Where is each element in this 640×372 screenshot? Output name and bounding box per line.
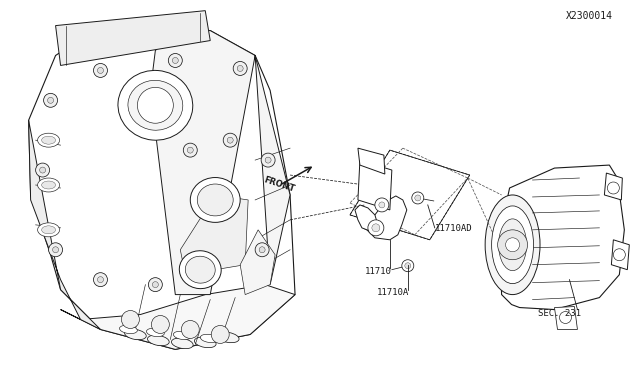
Ellipse shape <box>128 80 183 130</box>
Polygon shape <box>29 120 100 330</box>
Circle shape <box>52 247 59 253</box>
Circle shape <box>379 202 385 208</box>
Circle shape <box>261 153 275 167</box>
Ellipse shape <box>38 133 60 147</box>
Circle shape <box>405 263 411 269</box>
Circle shape <box>255 243 269 257</box>
Circle shape <box>122 311 140 328</box>
Circle shape <box>36 163 49 177</box>
Ellipse shape <box>118 70 193 140</box>
Ellipse shape <box>485 195 540 295</box>
Circle shape <box>211 326 229 343</box>
Circle shape <box>259 247 265 253</box>
Polygon shape <box>500 165 625 310</box>
Circle shape <box>415 195 420 201</box>
Circle shape <box>368 220 384 236</box>
Ellipse shape <box>200 334 218 343</box>
Text: 11710A: 11710A <box>377 288 409 296</box>
Ellipse shape <box>190 177 240 222</box>
Circle shape <box>237 65 243 71</box>
Ellipse shape <box>147 328 164 337</box>
Circle shape <box>402 260 414 272</box>
Circle shape <box>613 249 625 261</box>
Ellipse shape <box>186 256 215 283</box>
Ellipse shape <box>120 326 138 334</box>
Circle shape <box>97 67 104 73</box>
Text: X2300014: X2300014 <box>566 11 613 20</box>
Ellipse shape <box>499 219 527 271</box>
Circle shape <box>47 97 54 103</box>
Ellipse shape <box>195 337 216 348</box>
Circle shape <box>227 137 233 143</box>
Text: FRONT: FRONT <box>263 176 296 194</box>
Polygon shape <box>611 240 629 270</box>
Ellipse shape <box>125 329 147 340</box>
Circle shape <box>172 58 179 64</box>
Circle shape <box>412 192 424 204</box>
Circle shape <box>498 230 527 260</box>
Circle shape <box>40 167 45 173</box>
Circle shape <box>607 182 620 194</box>
Polygon shape <box>358 160 392 210</box>
Text: SEC. 231: SEC. 231 <box>538 308 581 318</box>
Circle shape <box>148 278 163 292</box>
Text: 11710AD: 11710AD <box>435 224 472 233</box>
Ellipse shape <box>38 223 60 237</box>
Circle shape <box>265 157 271 163</box>
Circle shape <box>168 54 182 67</box>
Ellipse shape <box>173 331 191 340</box>
Circle shape <box>183 143 197 157</box>
Polygon shape <box>554 307 577 330</box>
Ellipse shape <box>42 181 56 189</box>
Ellipse shape <box>42 226 56 234</box>
Circle shape <box>44 93 58 107</box>
Circle shape <box>375 198 389 212</box>
Circle shape <box>152 315 170 333</box>
Ellipse shape <box>218 332 239 343</box>
Circle shape <box>559 311 572 324</box>
Polygon shape <box>604 173 622 200</box>
Polygon shape <box>180 195 248 275</box>
Polygon shape <box>61 285 295 349</box>
Text: 11710: 11710 <box>364 267 391 276</box>
Circle shape <box>49 243 63 257</box>
Circle shape <box>506 238 520 252</box>
Circle shape <box>93 64 108 77</box>
Circle shape <box>233 61 247 76</box>
Ellipse shape <box>42 136 56 144</box>
Circle shape <box>223 133 237 147</box>
Polygon shape <box>358 148 385 174</box>
Circle shape <box>188 147 193 153</box>
Polygon shape <box>355 205 378 232</box>
Circle shape <box>93 273 108 286</box>
Circle shape <box>181 321 199 339</box>
Polygon shape <box>29 26 295 349</box>
Ellipse shape <box>179 251 221 289</box>
Ellipse shape <box>197 184 233 216</box>
Ellipse shape <box>38 178 60 192</box>
Polygon shape <box>240 230 275 295</box>
Circle shape <box>138 87 173 123</box>
Ellipse shape <box>147 335 169 346</box>
Polygon shape <box>56 11 210 65</box>
Circle shape <box>152 282 158 288</box>
Ellipse shape <box>172 338 193 349</box>
Circle shape <box>372 224 380 232</box>
Polygon shape <box>150 31 290 295</box>
Ellipse shape <box>492 206 534 283</box>
Polygon shape <box>363 196 407 240</box>
Circle shape <box>97 277 104 283</box>
